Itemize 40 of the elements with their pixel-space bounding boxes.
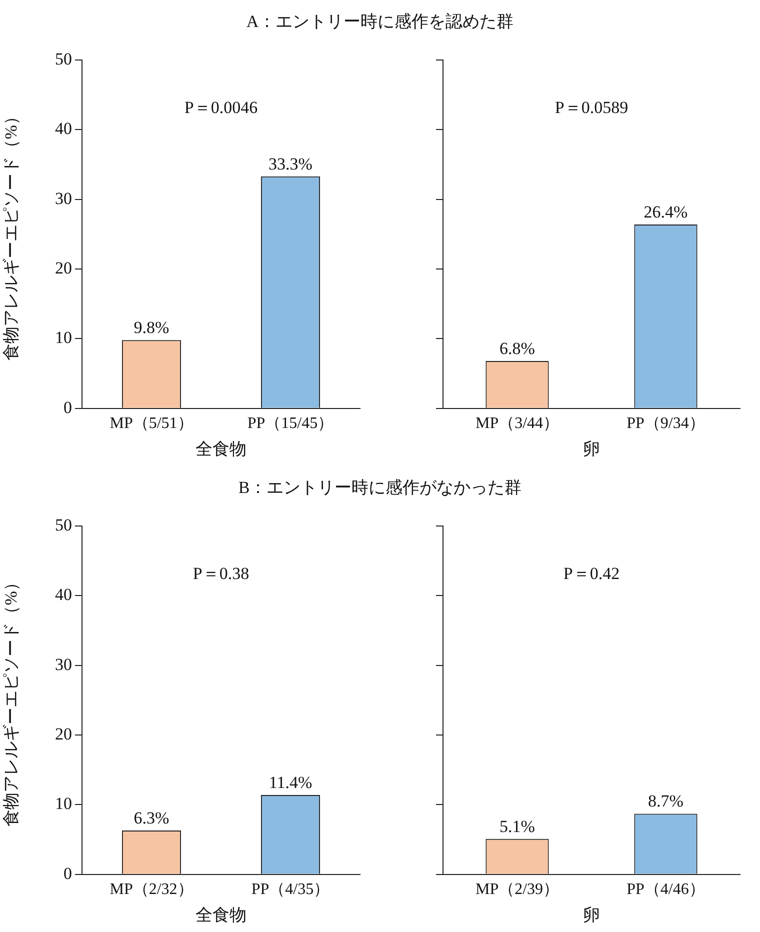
annotation: P＝0.38 bbox=[192, 564, 250, 584]
y-tick-label: 40 bbox=[55, 119, 72, 138]
y-tick-label: 20 bbox=[55, 724, 72, 744]
y-tick-label: 40 bbox=[55, 585, 72, 604]
x-tick-label: PP（15/45） bbox=[247, 415, 334, 432]
data-label: 8.7% bbox=[648, 792, 684, 811]
annotation: P＝0.0046 bbox=[184, 98, 258, 118]
x-tick-label: PP（4/35） bbox=[251, 881, 330, 898]
x-axis-title: 卵 bbox=[583, 439, 600, 458]
y-tick-label: 0 bbox=[64, 864, 72, 883]
y-tick-label: 10 bbox=[55, 794, 72, 814]
y-tick-label: 10 bbox=[55, 328, 72, 348]
data-label: 6.3% bbox=[134, 808, 170, 828]
annotation: P＝0.0589 bbox=[554, 98, 628, 118]
x-tick-label: MP（3/44） bbox=[475, 415, 560, 432]
data-label: 5.1% bbox=[500, 816, 535, 836]
x-tick-label: PP（4/46） bbox=[626, 881, 705, 898]
y-tick-label: 20 bbox=[55, 258, 72, 278]
y-tick-label: 0 bbox=[64, 398, 72, 417]
data-label: 33.3% bbox=[268, 154, 312, 174]
annotation: P＝0.42 bbox=[563, 564, 620, 584]
y-tick-label: 50 bbox=[55, 49, 72, 68]
y-axis-title: 食物アレルギーエピソード（%） bbox=[2, 108, 21, 360]
x-tick-label: PP（9/34） bbox=[626, 415, 705, 432]
y-tick-label: 50 bbox=[55, 515, 72, 534]
chart-title: B：エントリー時に感作がなかった群 bbox=[237, 477, 523, 499]
x-axis-title: 全食物 bbox=[196, 439, 246, 458]
data-label: 9.8% bbox=[134, 318, 170, 338]
data-label: 26.4% bbox=[644, 202, 688, 222]
x-tick-label: MP（2/39） bbox=[475, 881, 560, 898]
x-tick-label: MP（2/32） bbox=[110, 881, 194, 898]
x-axis-title: 卵 bbox=[583, 905, 600, 924]
y-axis-title: 食物アレルギーエピソード（%） bbox=[2, 574, 21, 826]
data-label: 11.4% bbox=[268, 772, 312, 792]
y-tick-label: 30 bbox=[55, 654, 72, 674]
chart-title: A：エントリー時に感作を認めた群 bbox=[245, 11, 515, 33]
data-label: 6.8% bbox=[500, 338, 535, 358]
x-axis-title: 全食物 bbox=[196, 905, 246, 924]
x-tick-label: MP（5/51） bbox=[110, 415, 194, 432]
y-tick-label: 30 bbox=[55, 188, 72, 208]
